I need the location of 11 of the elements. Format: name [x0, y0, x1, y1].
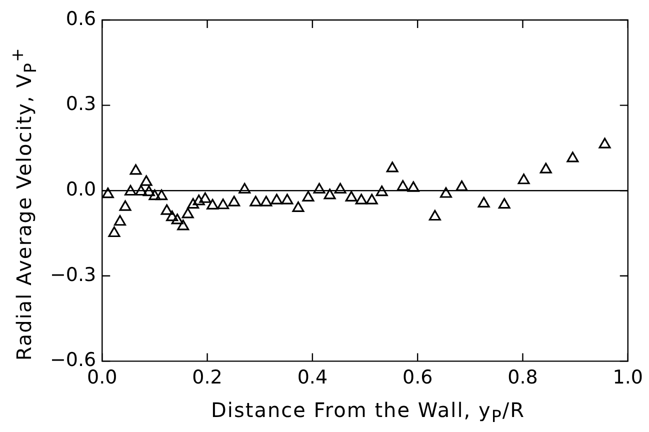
- y-tick-label: 0.6: [66, 8, 96, 30]
- y-tick-label: −0.3: [50, 264, 96, 286]
- x-tick-label: 0.2: [192, 366, 222, 389]
- x-tick-label: 1.0: [612, 366, 643, 389]
- x-tick-label: 0.8: [508, 366, 538, 389]
- x-axis-title: Distance From the Wall, y$_{P}$/R: [210, 398, 526, 426]
- y-tick-label: 0.0: [66, 178, 96, 201]
- y-tick-label: 0.3: [66, 93, 96, 116]
- x-tick-label: 0.6: [402, 366, 433, 389]
- x-tick-label: 0.4: [297, 366, 328, 389]
- x-tick-label: 0.0: [87, 366, 118, 389]
